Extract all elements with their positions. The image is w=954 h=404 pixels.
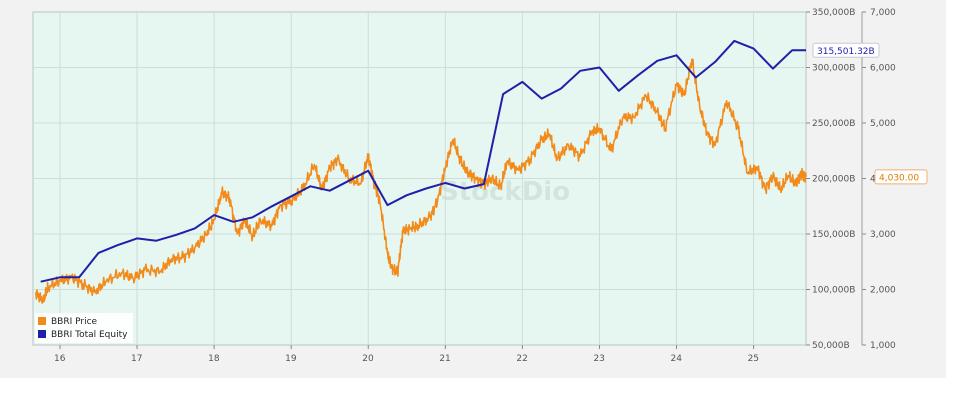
y-right-tick-label: 5,000 [870, 119, 896, 129]
axes: 50,000B 100,000B 150,000B 200,000B 250,000B 3… [54, 8, 896, 364]
x-tick-label: 16 [54, 354, 66, 364]
legend-box [35, 313, 133, 343]
x-tick-label: 22 [516, 354, 527, 364]
value-tag-label: 4,030.00 [879, 173, 919, 183]
y-left-tick-label: 150,000B [812, 230, 855, 240]
y-left-tick-label: 200,000B [812, 175, 855, 185]
x-tick-label: 21 [439, 354, 450, 364]
series-line-price [35, 58, 807, 304]
y-left-tick-label: 250,000B [812, 119, 855, 129]
y-right-tick-label: 2,000 [870, 286, 896, 296]
value-tag-box [812, 42, 880, 58]
legend-label-equity: BBRI Total Equity [51, 330, 128, 340]
y-left-tick-label: 50,000B [812, 341, 850, 351]
y-right-tick-label: 1,000 [870, 341, 896, 351]
y-right-tick-label: 6,000 [870, 64, 896, 74]
grid-lines [33, 12, 806, 345]
y-right-tick-label: 7,000 [870, 8, 896, 18]
y-right-tick-label: 3,000 [870, 230, 896, 240]
y-left-tick-label: 300,000B [812, 64, 855, 74]
x-tick-label: 25 [748, 354, 759, 364]
legend: BBRI Price BBRI Total Equity [35, 313, 133, 343]
legend-label-price: BBRI Price [51, 317, 98, 327]
value-tag-label: 315,501.32B [817, 47, 875, 57]
y-left-tick-label: 100,000B [812, 286, 855, 296]
x-tick-label: 17 [131, 354, 142, 364]
x-tick-label: 20 [362, 354, 374, 364]
series-layer [35, 39, 807, 304]
watermark: StockDio [440, 177, 570, 207]
value-tag-box [874, 169, 928, 185]
value-tags: 315,501.32B 4,030.00 [812, 42, 928, 185]
x-tick-label: 24 [671, 354, 683, 364]
legend-swatch-equity [38, 330, 46, 338]
x-tick-label: 18 [208, 354, 220, 364]
legend-swatch-price [38, 317, 46, 325]
y-left-tick-label: 350,000B [812, 8, 855, 18]
series-line-total-equity [40, 39, 806, 283]
x-tick-label: 23 [593, 354, 604, 364]
x-tick-label: 19 [285, 354, 297, 364]
